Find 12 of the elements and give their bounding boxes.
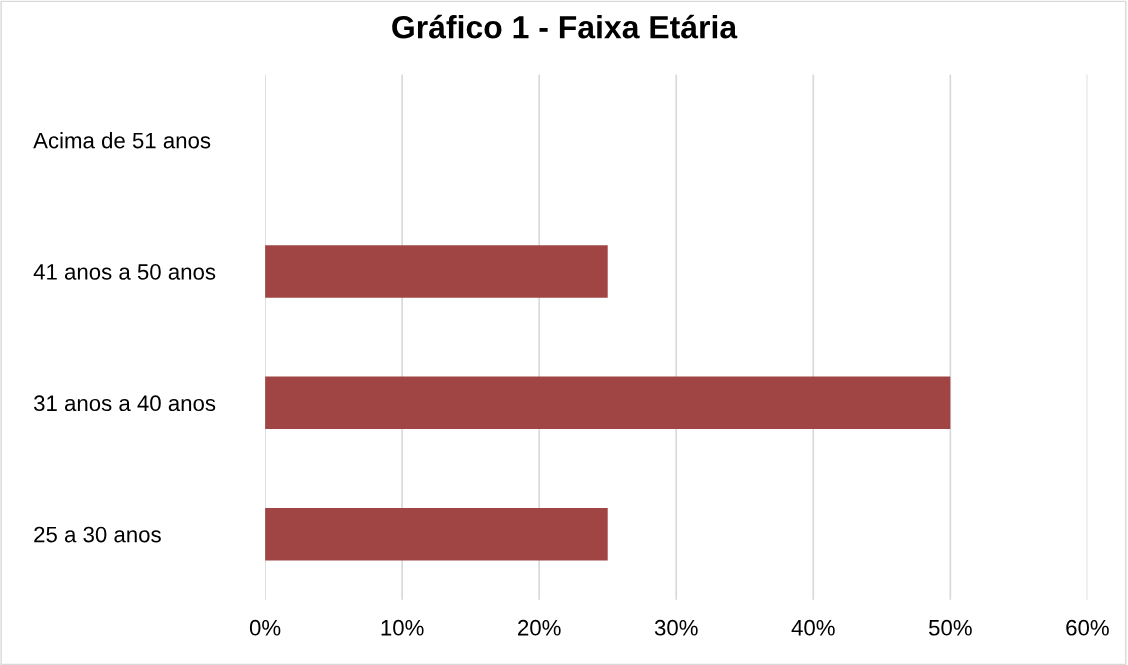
x-tick-label: 50%: [928, 619, 972, 636]
x-tick-label: 30%: [654, 619, 698, 636]
x-tick-label: 20%: [518, 619, 561, 636]
y-tick-label: Acima de 51 anos: [33, 132, 211, 149]
x-tick-label: 60%: [1066, 619, 1109, 636]
x-tick-label: 0%: [249, 619, 281, 636]
x-tick-label: 40%: [791, 619, 835, 636]
x-tick-label: 10%: [381, 619, 424, 636]
y-tick-label: 41 anos a 50 anos: [33, 264, 216, 280]
y-tick-label: 25 a 30 anos: [34, 526, 161, 543]
y-tick-label: 31 anos a 40 anos: [33, 395, 216, 412]
chart-title: Gráfico 1 - Faixa Etária: [392, 14, 738, 39]
